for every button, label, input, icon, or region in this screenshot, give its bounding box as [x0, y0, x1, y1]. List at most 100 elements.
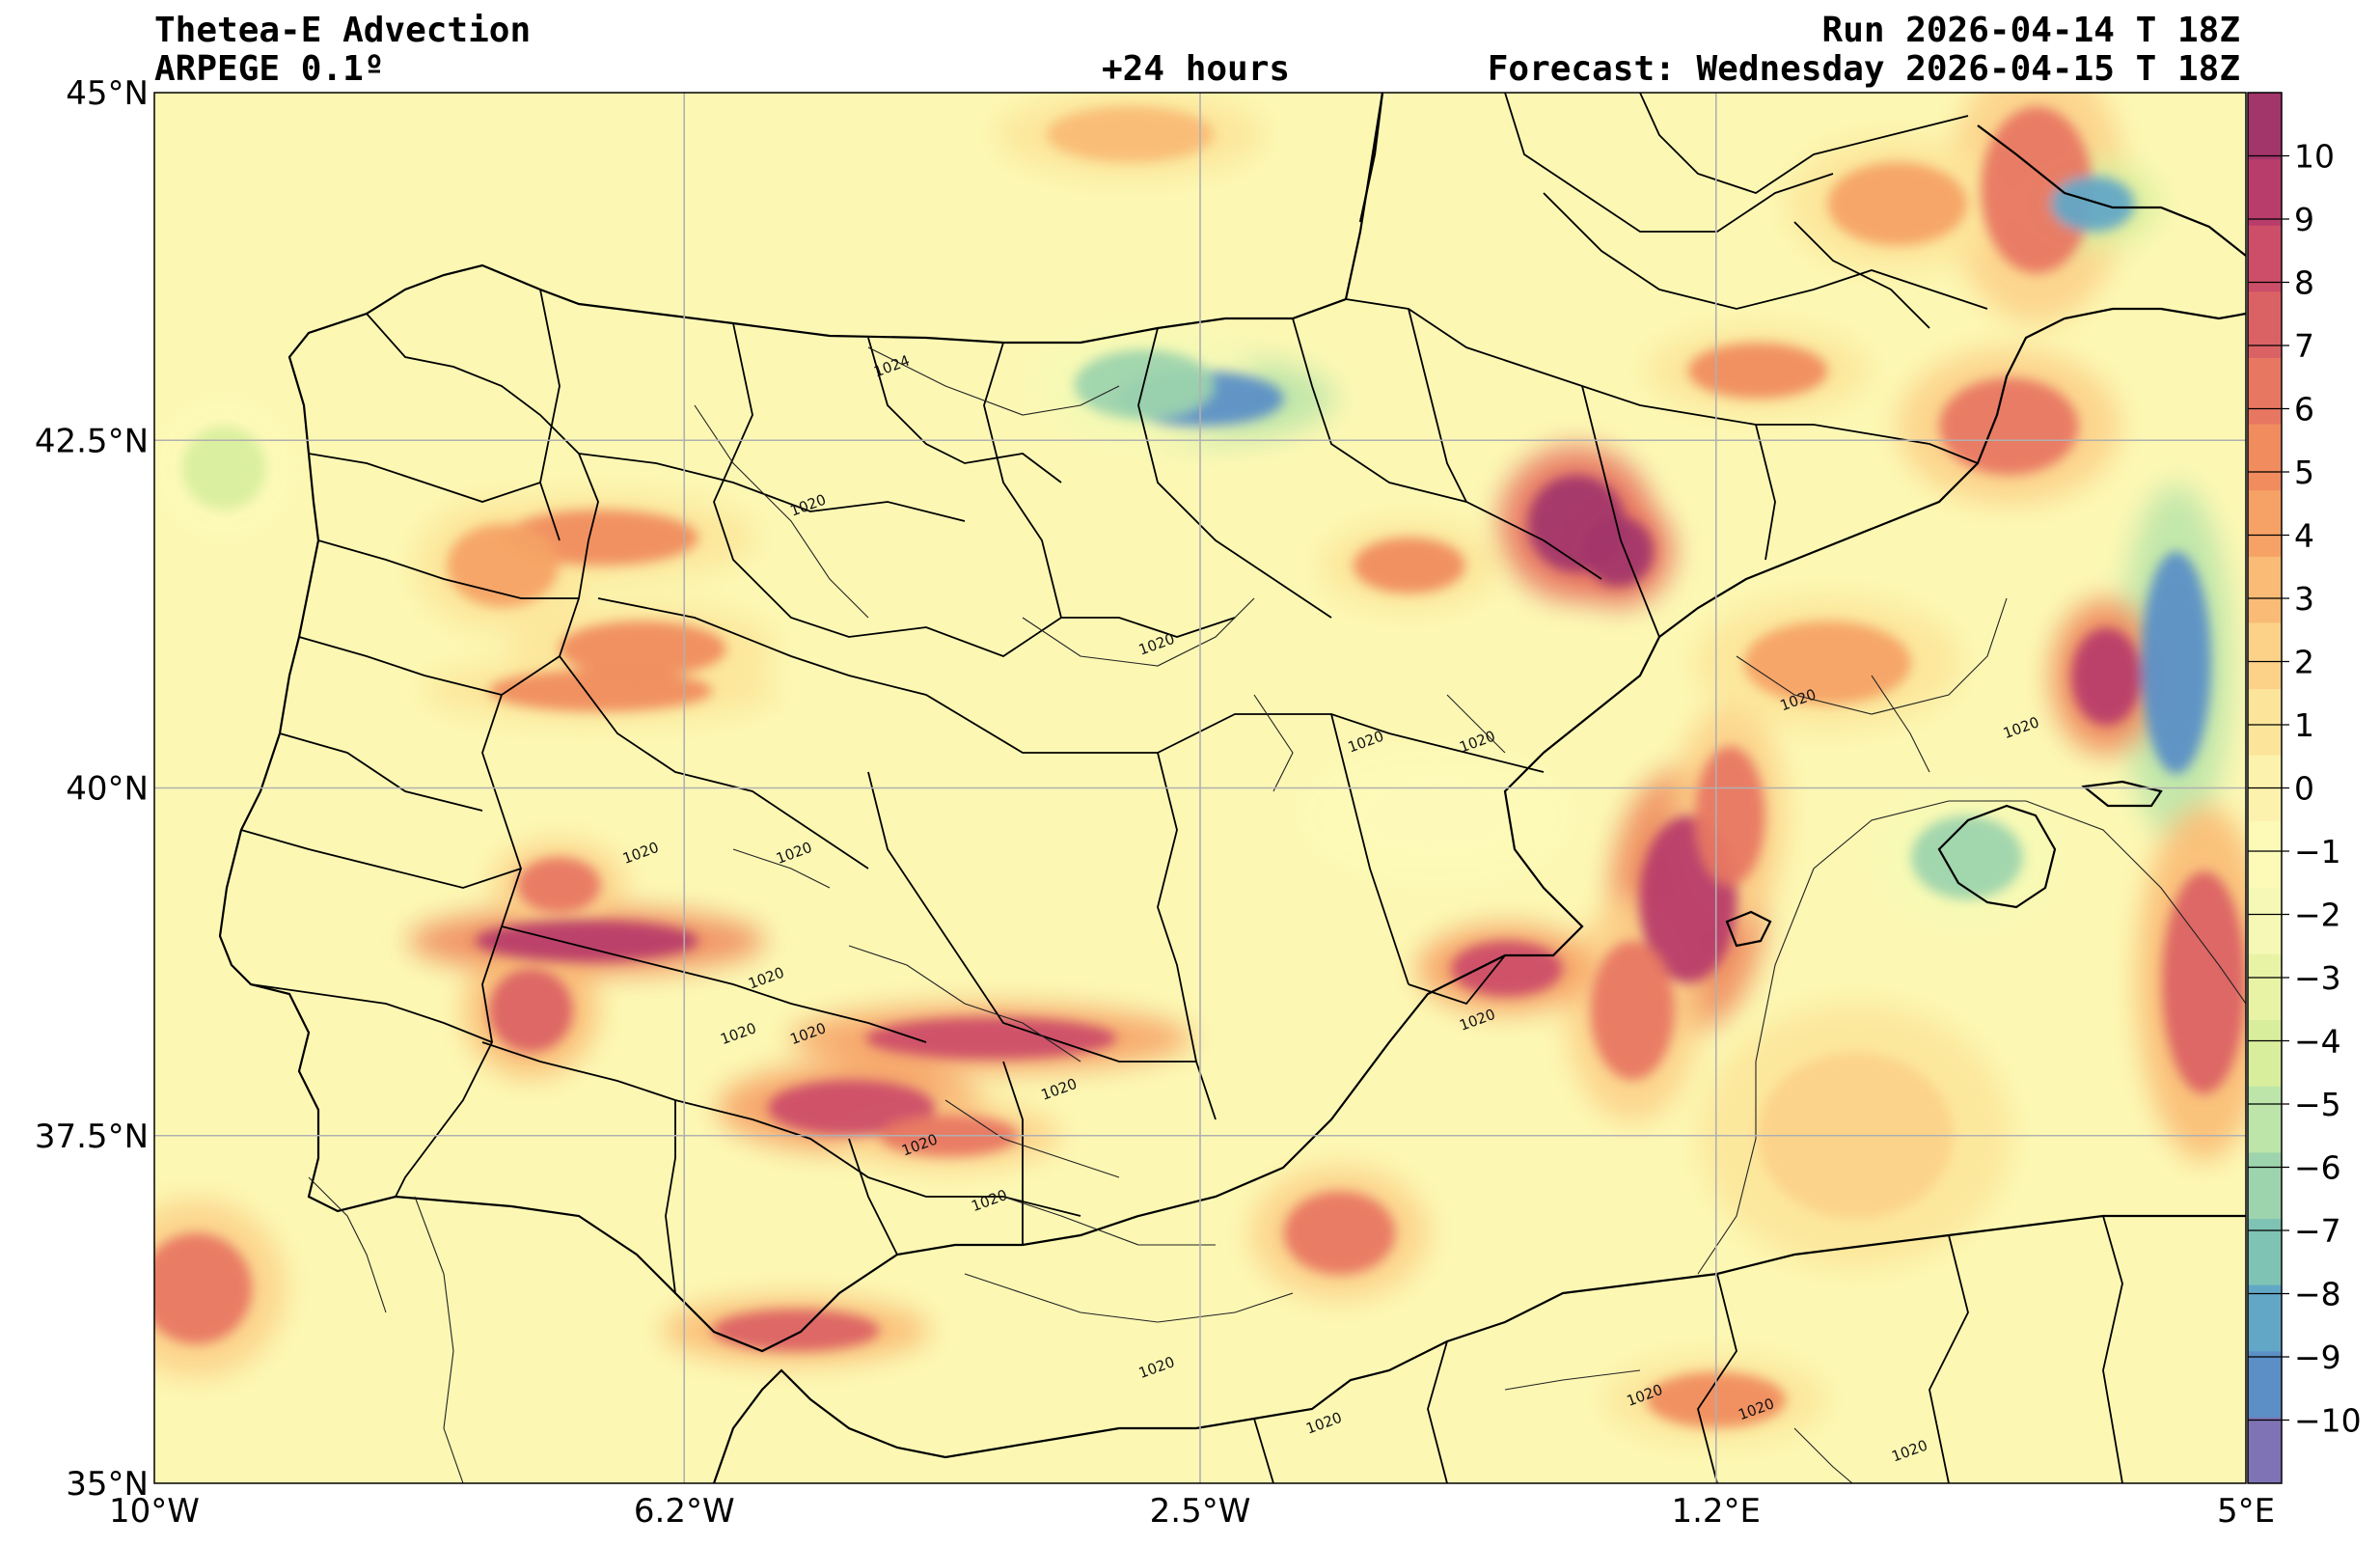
colorbar-tick-label: 3: [2294, 580, 2314, 618]
isobar-line: [867, 346, 1120, 416]
province-border: [1581, 385, 1660, 638]
colorbar-band: [2248, 489, 2282, 557]
iberia-coastline: [218, 93, 2246, 1353]
colorbar-tick-label: 1: [2294, 706, 2314, 744]
colorbar-band: [2248, 158, 2282, 226]
field-core: [1939, 377, 2079, 476]
province-border: [983, 342, 1062, 619]
africa-coastline: [712, 1214, 2246, 1483]
lat-tick-label: 42.5°N: [35, 422, 149, 460]
isobar-line: [1736, 597, 2008, 715]
province-border: [713, 322, 1236, 658]
colorbar-band: [2248, 1218, 2282, 1285]
isobar-line: [944, 1099, 1120, 1178]
field-core: [488, 968, 573, 1053]
isobar-line: [1871, 675, 1930, 773]
colorbar-band: [2248, 820, 2282, 888]
isobar-line: [964, 1273, 1294, 1323]
france-border: [1793, 221, 1930, 329]
province-border: [665, 1100, 676, 1294]
field-core: [767, 1080, 936, 1136]
field-core: [1353, 538, 1465, 594]
isobar-line: [1253, 694, 1294, 792]
isobar-line: [1697, 800, 2246, 1275]
field-core: [2162, 870, 2246, 1094]
colorbar-tick-label: 4: [2294, 517, 2314, 555]
colorbar-tick-label: −8: [2294, 1276, 2341, 1313]
map-title: Thetea-E Advection: [154, 11, 532, 50]
colorbar-tick-label: −9: [2294, 1339, 2341, 1376]
southern-france-coast: [1977, 124, 2246, 257]
colorbar-tick-label: 7: [2294, 327, 2314, 365]
france-border: [1543, 192, 1988, 310]
province-border: [279, 732, 483, 812]
isobar-line: [1793, 1427, 1853, 1483]
field-core: [2050, 176, 2135, 233]
africa-border: [1929, 1234, 1969, 1483]
colorbar-tick-label: 0: [2294, 770, 2314, 808]
province-border: [317, 539, 579, 599]
colorbar-tick-label: 8: [2294, 264, 2314, 302]
field-core: [181, 426, 266, 511]
colorbar-tick-label: −1: [2294, 833, 2341, 870]
field-core: [1911, 815, 2023, 899]
colorbar-band: [2248, 1350, 2282, 1418]
colorbar-band: [2248, 225, 2282, 292]
isobars: [308, 346, 2246, 1483]
colorbar-band: [2248, 688, 2282, 756]
colorbar-tick-label: −4: [2294, 1023, 2341, 1061]
colorbar-band: [2248, 93, 2282, 160]
province-border: [240, 829, 522, 889]
colorbar-band: [2248, 1086, 2282, 1153]
africa-border: [2102, 1215, 2123, 1483]
province-border: [867, 771, 1196, 1063]
colorbar-band: [2248, 357, 2282, 425]
field-core: [154, 1232, 253, 1344]
colorbar-tick-label: 9: [2294, 201, 2314, 238]
latitude-ticks: 45°N 42.5°N 40°N 37.5°N 35°N: [35, 74, 149, 1504]
field-core: [488, 670, 713, 712]
admin-boundaries: [240, 93, 2123, 1483]
advection-field-core: [154, 106, 2246, 1428]
lat-tick-label: 40°N: [66, 770, 149, 809]
province-border: [578, 453, 966, 522]
province-border: [1002, 1061, 1024, 1245]
field-core: [516, 857, 601, 914]
colorbar-band: [2248, 556, 2282, 623]
africa-border: [1427, 1340, 1448, 1483]
field-core: [559, 621, 726, 677]
province-border: [559, 655, 869, 870]
longitude-ticks: 10°W 6.2°W 2.5°W 1.2°E 5°E: [109, 1492, 2275, 1531]
province-border: [867, 337, 1062, 483]
province-border: [539, 289, 561, 541]
field-core: [2141, 551, 2211, 775]
field-core: [1590, 941, 1675, 1081]
isobar-line: [414, 1196, 464, 1483]
france-border: [1639, 93, 1969, 194]
africa-border: [1253, 1418, 1274, 1483]
isobar-line: [1002, 1196, 1216, 1246]
isobar-line: [848, 945, 1081, 1063]
colorbar-band: [2248, 953, 2282, 1021]
colorbar-tick-label: 6: [2294, 391, 2314, 428]
isobar-line: [694, 404, 869, 619]
colorbar-tick-label: −7: [2294, 1212, 2341, 1250]
lead-time-label: +24 hours: [1102, 49, 1291, 89]
province-border: [308, 453, 541, 503]
field-core: [1827, 162, 1967, 246]
province-border: [1755, 424, 1776, 561]
model-label: ARPEGE 0.1º: [154, 49, 385, 89]
field-core: [1451, 941, 1563, 997]
colorbar-band: [2248, 290, 2282, 358]
province-border: [1408, 308, 1467, 503]
province-border: [597, 597, 1545, 773]
africa-border: [1697, 1273, 1737, 1483]
field-core: [1687, 343, 1828, 400]
province-border: [1330, 713, 1409, 985]
field-core: [865, 1017, 1117, 1060]
field-core: [2071, 627, 2142, 726]
province-border: [481, 1041, 1081, 1217]
province-border: [1137, 327, 1332, 619]
